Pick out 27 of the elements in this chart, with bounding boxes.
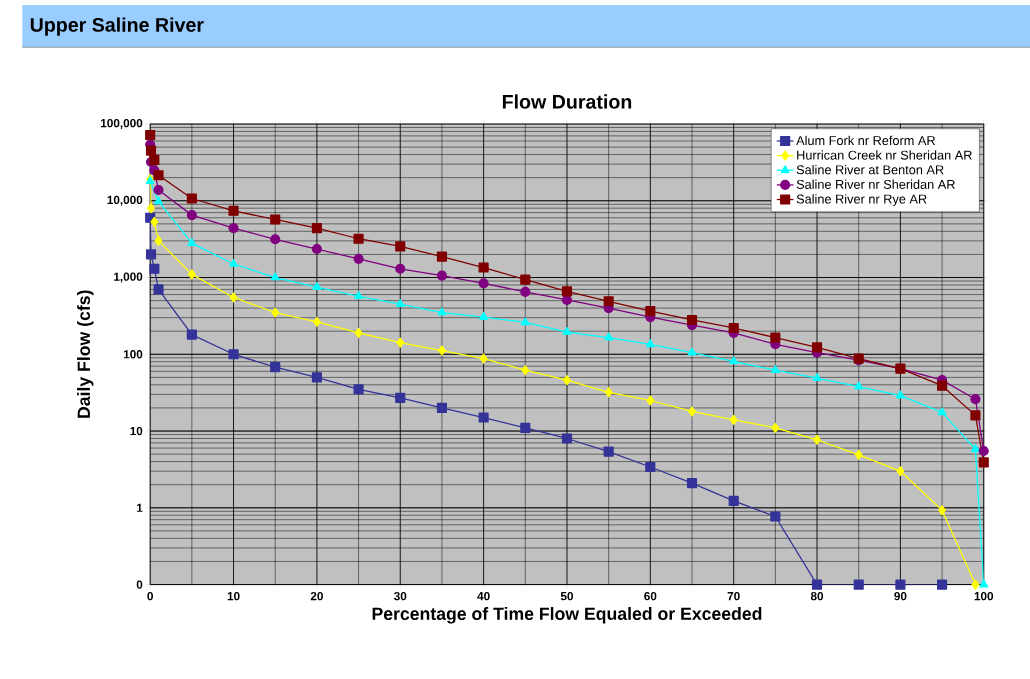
x-tick-label: 40 xyxy=(477,591,490,601)
x-tick-label: 70 xyxy=(727,591,740,601)
y-tick-label: 0 xyxy=(136,580,143,589)
chart-subtitle: Flow Duration xyxy=(502,94,632,109)
x-tick-label: 0 xyxy=(147,591,153,601)
legend-label: Saline River nr Rye AR xyxy=(796,194,927,207)
x-tick-label: 10 xyxy=(227,591,240,601)
x-tick-label: 90 xyxy=(894,591,907,601)
legend-label: Saline River at Benton AR xyxy=(796,164,944,175)
legend-label: Hurrican Creek nr Sheridan AR xyxy=(797,150,972,160)
legend-label: Saline River nr Sheridan AR xyxy=(796,179,955,189)
x-tick-label: 50 xyxy=(560,591,574,601)
x-tick-label: 20 xyxy=(310,591,323,601)
y-tick-label: 1,000 xyxy=(114,272,143,283)
x-axis-title: Percentage of Time Flow Equaled or Exceeded xyxy=(372,607,762,624)
y-axis-title: Daily Flow (cfs) xyxy=(77,290,94,418)
x-tick-label: 60 xyxy=(644,591,657,601)
chart-title: Upper Saline River xyxy=(30,17,204,36)
y-tick-label: 100 xyxy=(123,350,143,359)
y-tick-label: 100,000 xyxy=(101,118,143,129)
x-tick-label: 100 xyxy=(974,591,994,601)
y-tick-label: 10 xyxy=(130,426,143,436)
x-tick-label: 30 xyxy=(393,591,407,601)
x-tick-label: 80 xyxy=(810,591,824,601)
y-tick-label: 1 xyxy=(136,503,143,512)
legend-label: Alum Fork nr Reform AR xyxy=(796,135,936,146)
y-tick-label: 10,000 xyxy=(107,195,143,206)
